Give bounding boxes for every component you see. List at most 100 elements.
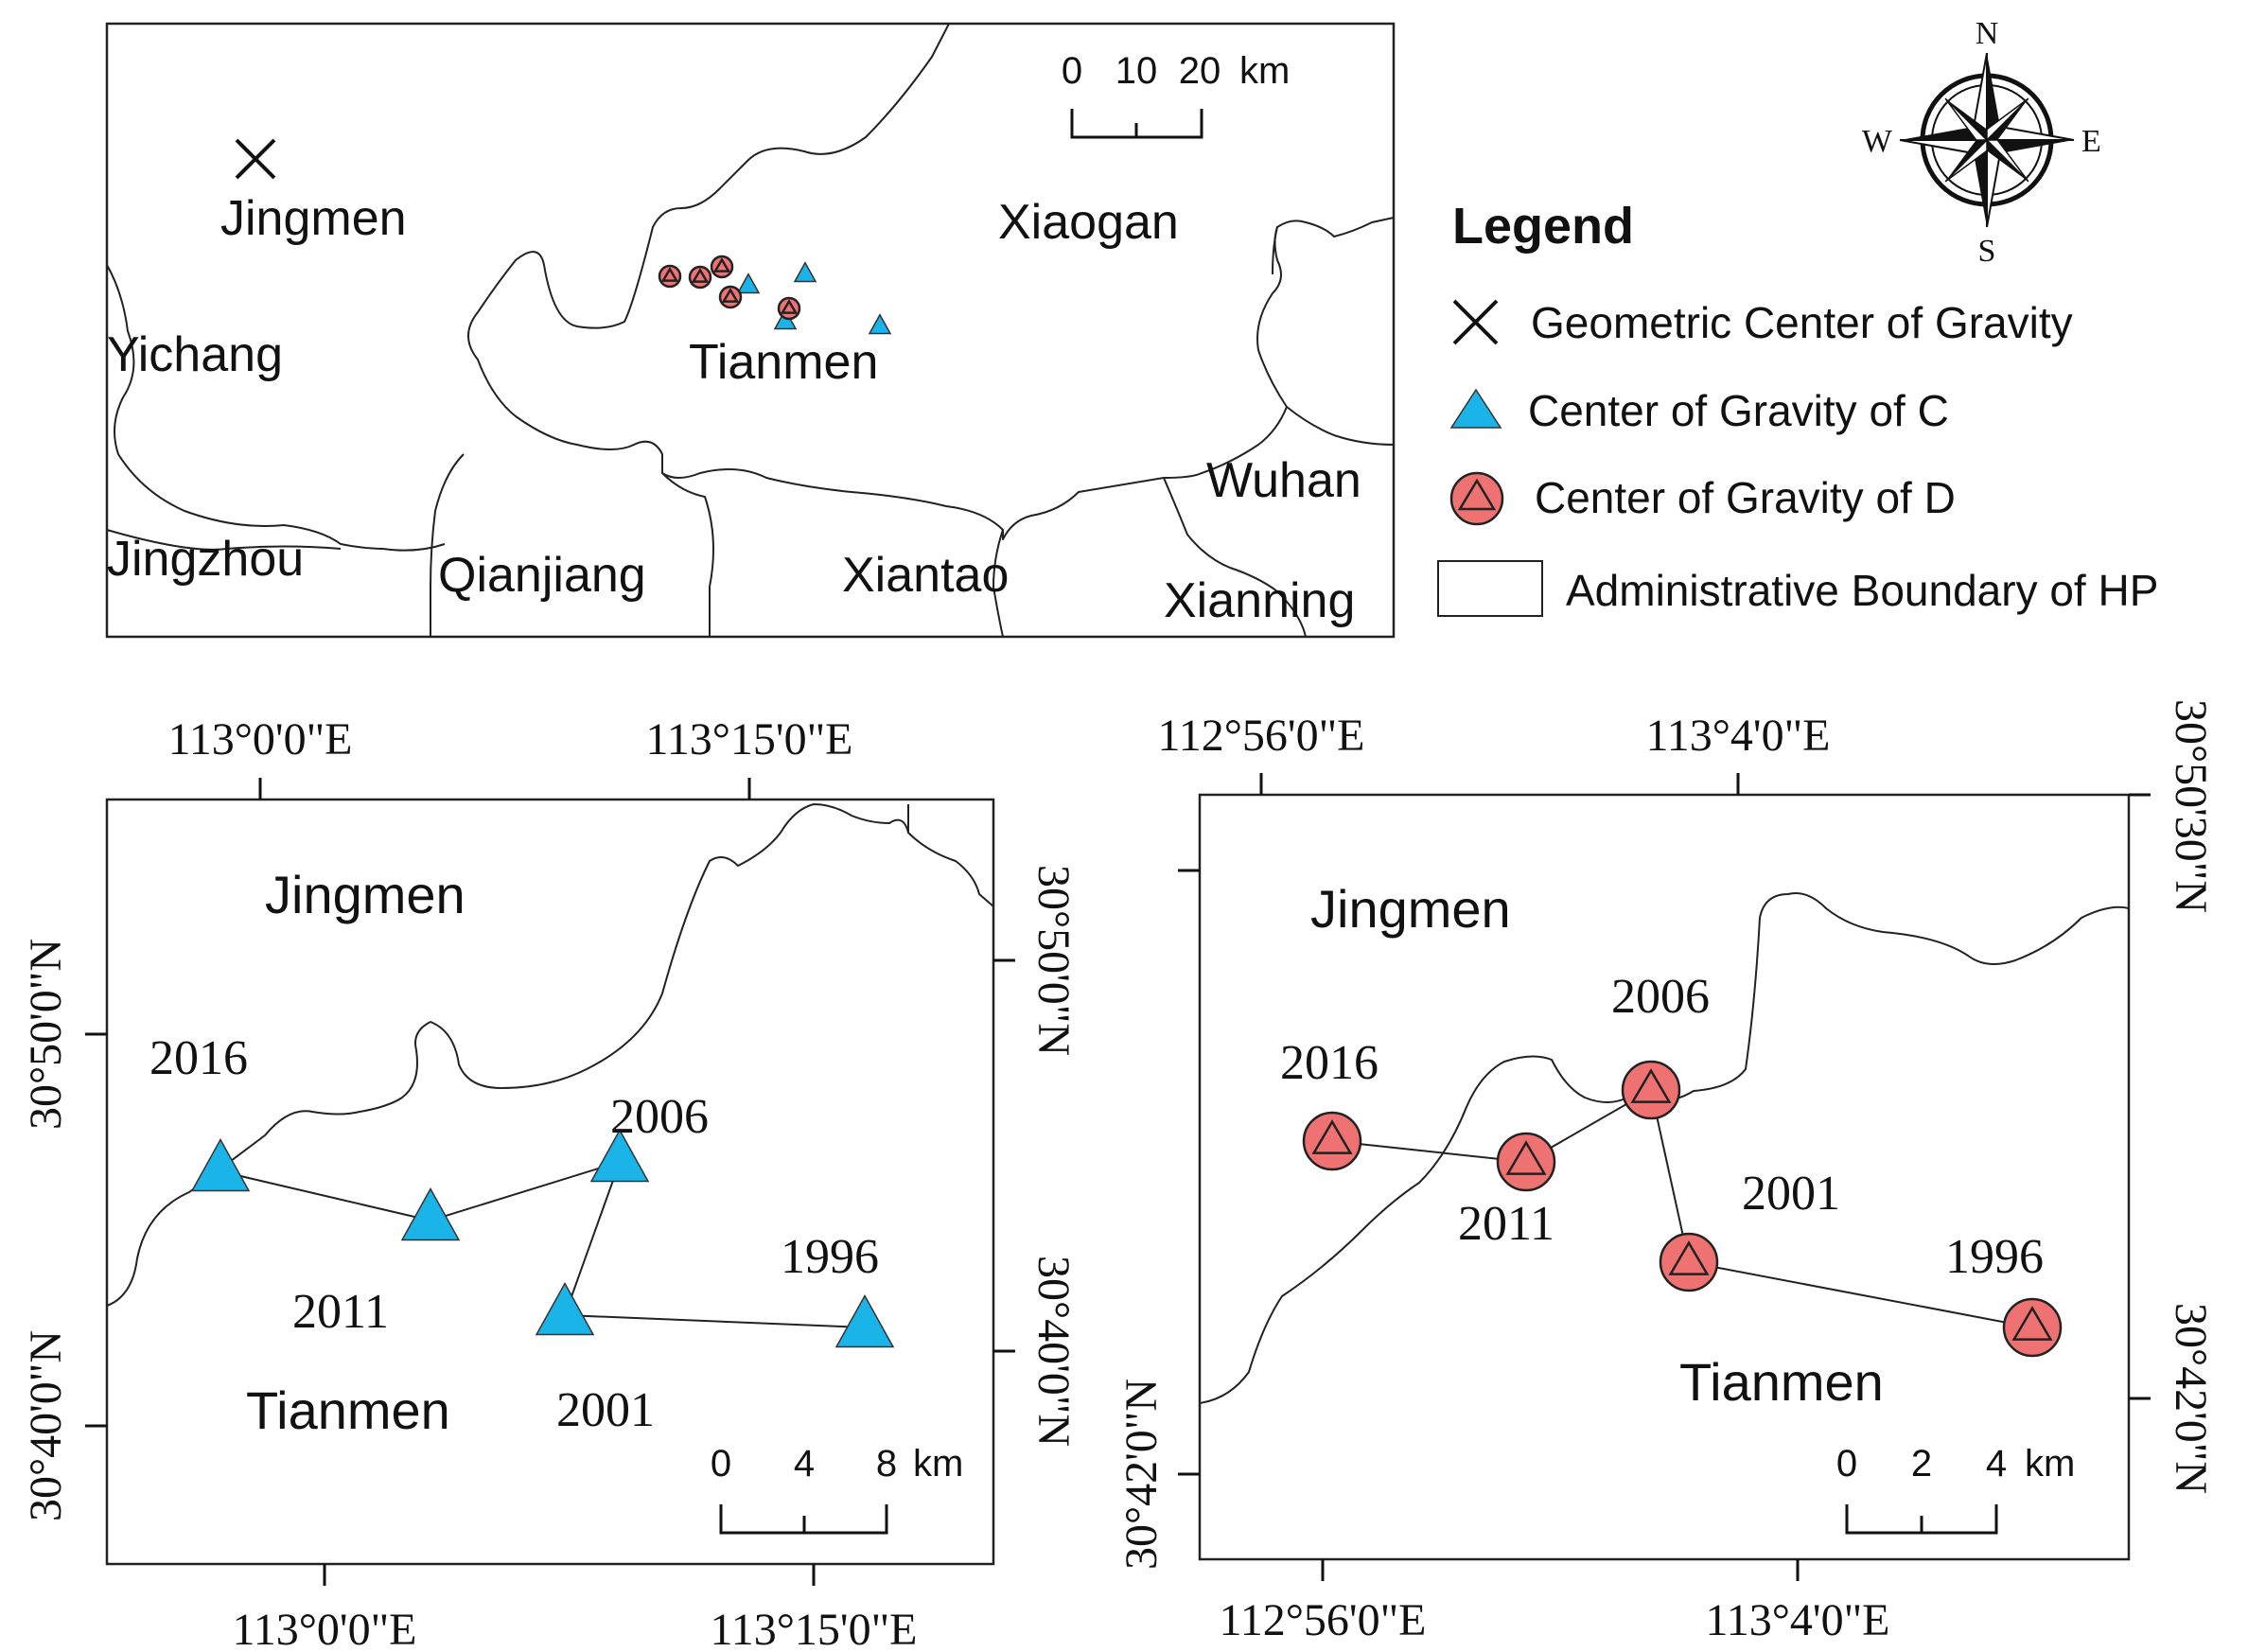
qianjiang-xiantao-border	[661, 472, 714, 637]
geometric-center-cross-icon	[235, 138, 276, 180]
panel-d-map: Jingmen Tianmen 2016 2011 2006 2001 1996…	[1116, 699, 2216, 1645]
panel-c-right-lat-label: 30°40'0"N	[1028, 1256, 1079, 1447]
overview-d-circle-marker	[688, 265, 712, 290]
compass-west-label: W	[1862, 124, 1893, 159]
compass-south-label: S	[1978, 234, 1996, 269]
panel-d-region-tianmen: Tianmen	[1679, 1352, 1884, 1412]
panel-d-year-2006: 2006	[1611, 970, 1710, 1024]
city-label-jingmen: Jingmen	[220, 191, 407, 246]
tianmen-boundary	[467, 23, 1395, 540]
wuhan-west-border	[1286, 406, 1395, 446]
panel-c-map: Jingmen Tianmen 2016 2011 2006 2001 1996…	[21, 714, 1079, 1652]
city-label-yichang: Yichang	[107, 327, 283, 382]
panel-c-markers	[190, 1128, 895, 1348]
city-label-tianmen: Tianmen	[689, 335, 878, 390]
panel-c-bottom-lon-label: 113°0'0"E	[233, 1605, 417, 1652]
overview-scale-tick-0: 0	[1062, 50, 1082, 92]
panel-d-bottom-lon-label: 113°4'0"E	[1706, 1595, 1890, 1645]
overview-c-triangle-marker	[868, 313, 892, 335]
yichang-jingzhou-border	[106, 264, 446, 552]
panel-c-triangle-marker-2001	[535, 1281, 595, 1336]
city-label-qianjiang: Qianjiang	[438, 548, 646, 603]
city-label-wuhan: Wuhan	[1206, 453, 1361, 508]
panel-d-scale-unit: km	[2025, 1443, 2075, 1485]
overview-center-markers	[658, 255, 892, 335]
jingzhou-north-border	[106, 529, 342, 551]
panel-d-year-1996: 1996	[1945, 1230, 2044, 1284]
panel-d-scale-tick-0: 0	[1836, 1443, 1857, 1485]
panel-c-top-lon-label: 113°15'0"E	[646, 714, 853, 764]
panel-d-top-lon-label: 113°4'0"E	[1646, 711, 1831, 761]
legend-item-admin-boundary: Administrative Boundary of HP	[1437, 560, 2158, 617]
overview-c-triangle-marker	[736, 272, 761, 294]
panel-d-right-lat-label: 30°42'0"N	[2166, 1303, 2216, 1494]
panel-d-scale-tick-2: 2	[1911, 1443, 1932, 1485]
panel-d-year-2016: 2016	[1280, 1036, 1379, 1090]
panel-c-triangle-marker-2011	[400, 1186, 461, 1241]
panel-c-right-lat-label: 30°50'0"N	[1028, 865, 1079, 1056]
legend-item-center-d: Center of Gravity of D	[1449, 471, 1956, 526]
overview-d-circle-marker	[718, 285, 743, 309]
panel-c-bottom-lon-label: 113°15'0"E	[711, 1605, 918, 1652]
legend-item-center-c: Center of Gravity of C	[1449, 386, 1949, 435]
overview-d-circle-marker	[658, 264, 682, 289]
panel-d-circle-marker-1996	[2002, 1297, 2063, 1358]
panel-c-left-lat-label: 30°40'0"N	[21, 1330, 71, 1521]
panel-c-top-lon-label: 113°0'0"E	[168, 714, 353, 764]
legend-title: Legend	[1452, 198, 1634, 255]
panel-c-triangle-marker-1996	[834, 1293, 895, 1348]
panel-c-scale-unit: km	[913, 1443, 963, 1485]
north-arrow-compass-icon: N S E W	[1862, 16, 2101, 269]
overview-d-circle-marker	[777, 296, 801, 321]
overview-scale-tick-10: 10	[1115, 50, 1158, 92]
panel-c-year-2016: 2016	[149, 1031, 248, 1085]
city-label-xiantao: Xiantao	[842, 548, 1009, 603]
white-rectangle-icon	[1437, 560, 1543, 617]
city-label-xianning: Xianning	[1164, 573, 1355, 628]
overview-map: Jingmen Yichang Jingzhou Qianjiang Xiant…	[105, 22, 1396, 639]
blue-triangle-icon	[1449, 388, 1502, 429]
panel-d-left-lat-label: 30°42'0"N	[1116, 1379, 1167, 1570]
panel-d-right-lat-label: 30°50'30"N	[2166, 699, 2216, 913]
panel-d-scale-tick-4: 4	[1986, 1443, 2007, 1485]
panel-c-left-lat-label: 30°50'0"N	[21, 939, 71, 1130]
panel-d-bottom-lon-label: 112°56'0"E	[1220, 1595, 1427, 1645]
city-label-jingzhou: Jingzhou	[107, 532, 304, 587]
city-label-xiaogan: Xiaogan	[998, 195, 1179, 250]
panel-c-frame	[105, 798, 995, 1566]
panel-d-year-2011: 2011	[1458, 1197, 1554, 1251]
legend-label: Center of Gravity of C	[1528, 386, 1949, 435]
panel-c-region-jingmen: Jingmen	[265, 865, 465, 924]
panel-c-scale-tick-0: 0	[711, 1443, 731, 1485]
compass-north-label: N	[1976, 16, 1999, 51]
legend: Legend Geometric Center of Gravity Cente…	[1437, 198, 2158, 617]
panel-c-scale-bar: 0 4 8 km	[711, 1443, 963, 1535]
panel-d-region-jingmen: Jingmen	[1310, 879, 1511, 939]
legend-label: Administrative Boundary of HP	[1566, 566, 2158, 615]
panel-d-circle-marker-2011	[1496, 1132, 1556, 1192]
legend-label: Center of Gravity of D	[1535, 473, 1956, 522]
jingzhou-qianjiang-border	[430, 453, 465, 637]
panel-d-circle-marker-2006	[1621, 1060, 1681, 1120]
panel-c-year-2006: 2006	[610, 1090, 709, 1144]
panel-c-year-2011: 2011	[292, 1285, 389, 1339]
panel-c-triangle-marker-2006	[589, 1128, 650, 1183]
legend-item-geometric-center: Geometric Center of Gravity	[1452, 298, 2073, 347]
wuhan-xianning-border	[1163, 477, 1307, 638]
panel-d-year-2001: 2001	[1742, 1167, 1840, 1221]
panel-c-region-tianmen: Tianmen	[246, 1380, 450, 1440]
panel-d-circle-marker-2016	[1302, 1111, 1362, 1171]
panel-d-frame	[1198, 793, 2131, 1561]
panel-c-year-2001: 2001	[556, 1383, 655, 1437]
compass-east-label: E	[2081, 124, 2101, 159]
overview-scale-unit: km	[1239, 50, 1290, 92]
overview-d-circle-marker	[710, 255, 734, 279]
x-cross-icon	[1452, 299, 1499, 345]
panel-c-triangle-marker-2016	[190, 1137, 251, 1192]
panel-c-boundary	[106, 803, 994, 1307]
red-circle-triangle-icon	[1449, 471, 1504, 526]
panel-d-top-lon-label: 112°56'0"E	[1158, 711, 1365, 761]
xiantao-east-border	[992, 529, 1004, 638]
overview-c-triangle-marker	[793, 261, 817, 283]
